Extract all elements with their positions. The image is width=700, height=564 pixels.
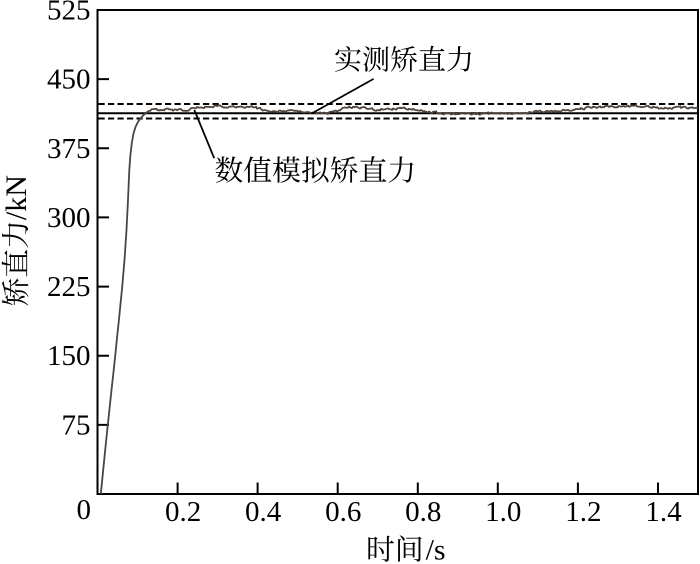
svg-text:225: 225 [47,271,91,303]
svg-text:75: 75 [62,409,91,441]
svg-text:0.8: 0.8 [405,496,441,528]
svg-text:1.0: 1.0 [485,496,521,528]
svg-text:450: 450 [47,64,91,96]
svg-text:525: 525 [47,0,91,27]
svg-text:1.4: 1.4 [645,496,682,528]
svg-text:0.6: 0.6 [325,496,361,528]
svg-text:375: 375 [47,133,91,165]
svg-text:150: 150 [47,340,91,372]
svg-text:/kN: /kN [0,175,33,220]
svg-text:0.4: 0.4 [245,496,282,528]
svg-text:1.2: 1.2 [565,496,601,528]
svg-text:0.2: 0.2 [165,496,201,528]
svg-text:0: 0 [77,494,92,526]
svg-text:300: 300 [47,202,91,234]
svg-text:/s: /s [426,534,446,564]
